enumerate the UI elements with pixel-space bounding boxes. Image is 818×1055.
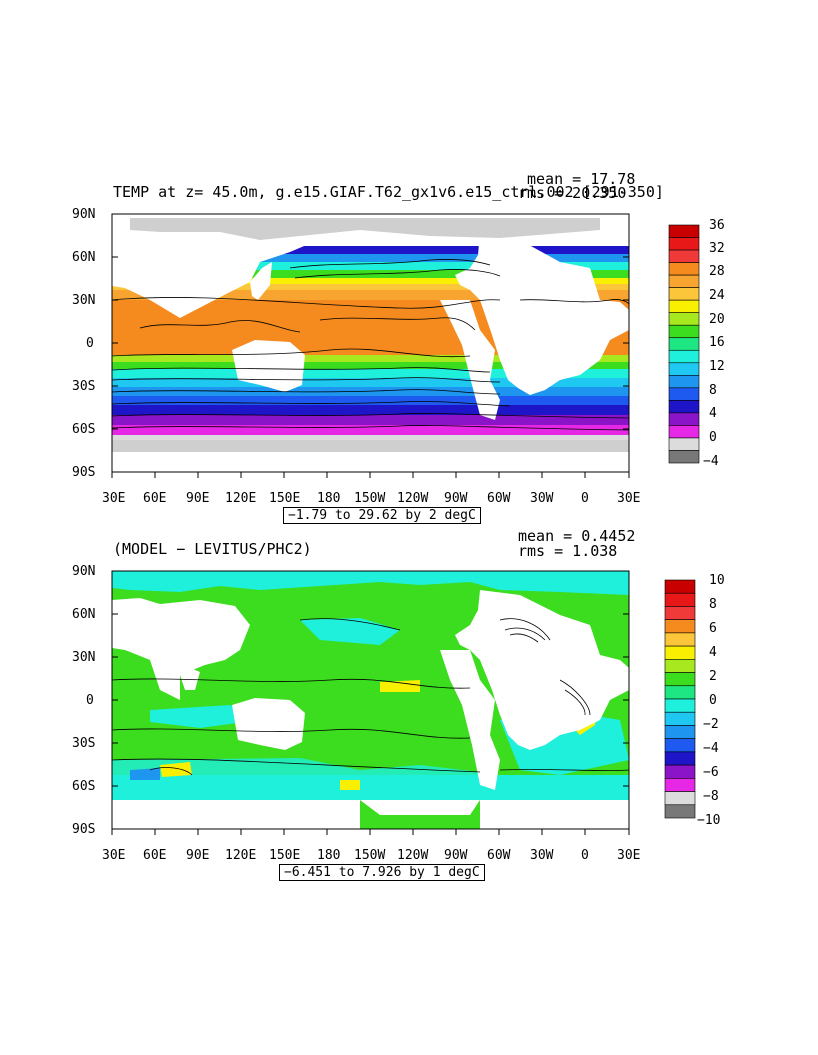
top-xlabel: 30W [530, 491, 554, 506]
top-ylabel-0: 0 [86, 336, 94, 351]
colorbar-swatch [664, 778, 696, 792]
top-cbar-label: 4 [709, 406, 717, 421]
top-xlabel: 180 [317, 491, 341, 506]
top-xlabel: 30E [102, 491, 126, 506]
bottom-xlabel: 150W [354, 848, 386, 863]
bottom-xlabel: 180 [317, 848, 341, 863]
top-xlabel: 120E [225, 491, 257, 506]
top-cbar-label: 20 [709, 312, 725, 327]
top-ylabel-90n: 90N [72, 207, 96, 222]
bottom-cbar-label: 2 [709, 669, 717, 684]
bottom-cbar-label: 8 [709, 597, 717, 612]
bottom-xlabel: 150E [269, 848, 301, 863]
top-ylabel-30n: 30N [72, 293, 96, 308]
top-cbar-label: 0 [709, 430, 717, 445]
colorbar-swatch [664, 711, 696, 726]
top-xlabel: 90W [444, 491, 468, 506]
colorbar-swatch [664, 791, 696, 806]
top-ylabel-90s: 90S [72, 465, 96, 480]
bottom-cbar-label: 0 [709, 693, 717, 708]
top-xlabel: 150W [354, 491, 386, 506]
bottom-cbar-label: −10 [697, 813, 721, 828]
colorbar-swatch [664, 579, 696, 594]
top-xlabel: 150E [269, 491, 301, 506]
bottom-title: (MODEL − LEVITUS/PHC2) [113, 540, 312, 558]
top-xlabel: 0 [581, 491, 589, 506]
bottom-xlabel: 30E [102, 848, 126, 863]
bottom-xlabel: 60E [143, 848, 167, 863]
bottom-ylabel-60s: 60S [72, 779, 96, 794]
top-cbar-label: −4 [703, 454, 719, 469]
bottom-cbar-label: −2 [703, 717, 719, 732]
colorbar-swatch [668, 450, 700, 464]
top-cbar-label: 28 [709, 264, 725, 279]
bottom-ylabel-30n: 30N [72, 650, 96, 665]
top-xlabel: 60E [143, 491, 167, 506]
bottom-ylabel-90n: 90N [72, 564, 96, 579]
top-xlabel: 90E [186, 491, 210, 506]
top-mean: mean = 17.78 [527, 170, 636, 188]
top-xlabel: 30E [617, 491, 641, 506]
bottom-cbar-label: −8 [703, 789, 719, 804]
top-cbar-label: 16 [709, 335, 725, 350]
bottom-cbar-label: −6 [703, 765, 719, 780]
colorbar-swatch [664, 645, 696, 660]
colorbar-swatch [664, 764, 696, 779]
colorbar-swatch [664, 725, 696, 739]
bottom-contour-info: −6.451 to 7.926 by 1 degC [279, 864, 485, 881]
top-title: TEMP at z= 45.0m, g.e15.GIAF.T62_gx1v6.e… [113, 183, 664, 201]
colorbar-swatch [664, 738, 696, 753]
colorbar-swatch [664, 751, 696, 766]
top-ylabel-60s: 60S [72, 422, 96, 437]
top-xlabel: 60W [487, 491, 511, 506]
colorbar-swatch [664, 672, 696, 687]
bottom-ylabel-90s: 90S [72, 822, 96, 837]
top-cbar-label: 12 [709, 359, 725, 374]
bottom-cbar-label: 6 [709, 621, 717, 636]
bottom-xlabel: 30W [530, 848, 554, 863]
top-ylabel-60n: 60N [72, 250, 96, 265]
top-ylabel-30s: 30S [72, 379, 96, 394]
top-cbar-label: 8 [709, 383, 717, 398]
bottom-cbar-label: 10 [709, 573, 725, 588]
colorbar-swatch [664, 592, 696, 607]
top-cbar-label: 32 [709, 241, 725, 256]
bottom-ylabel-30s: 30S [72, 736, 96, 751]
top-cbar-label: 36 [709, 218, 725, 233]
bottom-xlabel: 120W [397, 848, 429, 863]
colorbar-swatch [664, 659, 696, 673]
colorbar-swatch [664, 632, 696, 647]
colorbar-swatch [664, 606, 696, 620]
top-rms: rms = 20.350 [518, 184, 627, 202]
bottom-xlabel: 90W [444, 848, 468, 863]
bottom-ylabel-60n: 60N [72, 607, 96, 622]
colorbar-swatch [664, 804, 696, 819]
colorbar-swatch [664, 619, 696, 634]
bottom-xlabel: 90E [186, 848, 210, 863]
bottom-cbar-label: −4 [703, 741, 719, 756]
bottom-xlabel: 60W [487, 848, 511, 863]
bottom-rms: rms = 1.038 [518, 542, 618, 560]
colorbar-swatch [664, 685, 696, 700]
bottom-xlabel: 30E [617, 848, 641, 863]
bottom-cbar-label: 4 [709, 645, 717, 660]
colorbar-swatch [664, 698, 696, 713]
top-contour-info: −1.79 to 29.62 by 2 degC [283, 507, 481, 524]
top-cbar-label: 24 [709, 288, 725, 303]
bottom-ylabel-0: 0 [86, 693, 94, 708]
bottom-mean: mean = 0.4452 [518, 527, 636, 545]
bottom-xlabel: 120E [225, 848, 257, 863]
bottom-xlabel: 0 [581, 848, 589, 863]
top-xlabel: 120W [397, 491, 429, 506]
